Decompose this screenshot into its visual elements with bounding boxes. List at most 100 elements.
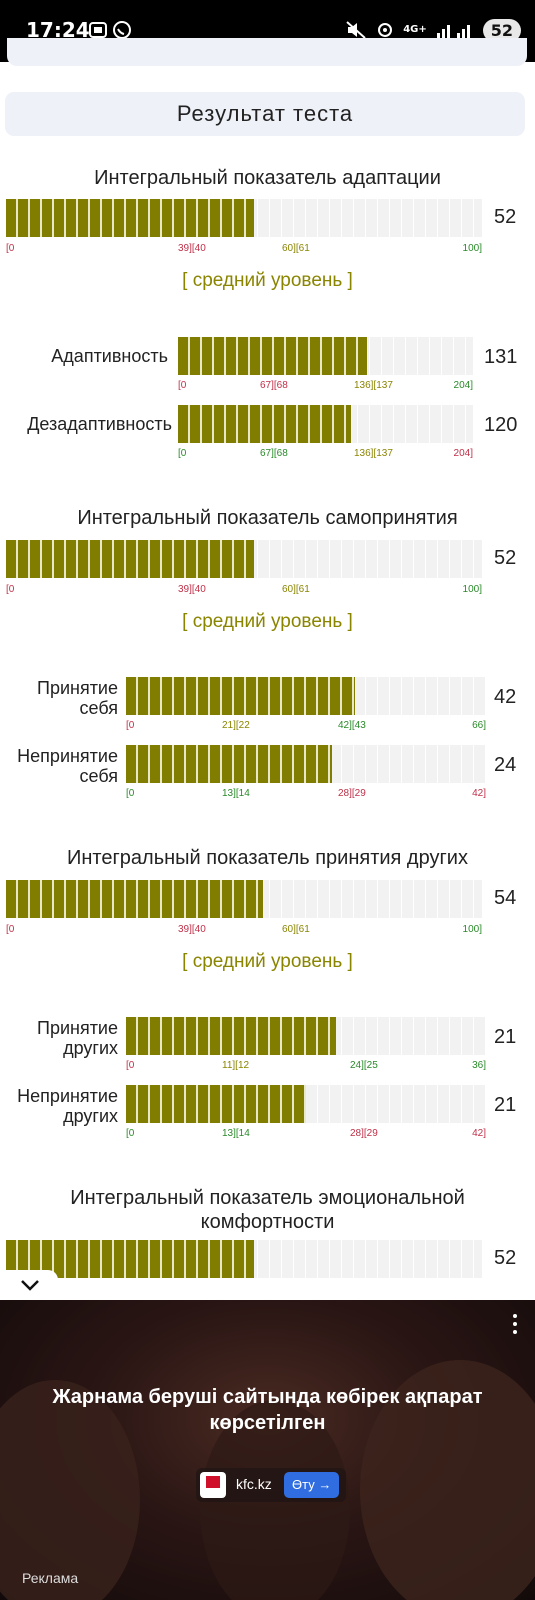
- subscale-bar-fill: [126, 677, 355, 715]
- main-bar-fill: [6, 540, 254, 578]
- cast-icon: [89, 21, 131, 39]
- more-options-icon[interactable]: [513, 1314, 517, 1338]
- section-title: Интегральный показатель эмоциональной ко…: [70, 1187, 465, 1233]
- scale-tick: 204]: [453, 448, 473, 459]
- scale-tick: 60][61: [282, 924, 310, 935]
- main-value: 52: [494, 547, 517, 569]
- subscale-scale: [0 67][68 136][137 204]: [178, 380, 473, 394]
- subscale-scale: [0 13][14 28][29 42]: [126, 788, 486, 802]
- subscale-value: 120: [484, 414, 518, 436]
- ad-go-button[interactable]: Өту →: [284, 1472, 340, 1498]
- main-value: 52: [494, 206, 517, 228]
- bar-scale: [0 39][40 60][61 100]: [6, 243, 482, 257]
- ad-label: Реклама: [22, 1570, 79, 1586]
- subscale-bar-fill: [126, 1017, 336, 1055]
- main-bar-fill: [6, 199, 254, 237]
- scale-tick: 42]: [472, 1128, 486, 1139]
- section-title: Интегральный показатель самопринятия: [77, 507, 458, 529]
- ad-cta[interactable]: kfc.kz Өту →: [196, 1468, 346, 1502]
- battery-indicator: 52: [482, 18, 521, 42]
- scale-tick: [0: [6, 584, 15, 595]
- chevron-down-icon: [21, 1280, 39, 1291]
- scale-tick: 13][14: [222, 1128, 250, 1139]
- scale-tick: 39][40: [178, 924, 206, 935]
- bar-scale: [0 39][40 60][61 100]: [6, 584, 482, 598]
- scale-tick: 67][68: [260, 448, 288, 459]
- scale-tick: [0: [126, 720, 135, 731]
- subscale-label: Непринятие других: [17, 1086, 118, 1126]
- scale-tick: 39][40: [178, 243, 206, 254]
- subscale-bar: [178, 337, 473, 375]
- main-value: 54: [494, 887, 517, 909]
- subscale-bar-fill: [126, 745, 332, 783]
- result-header: Результат теста: [5, 92, 525, 136]
- scale-tick: 136][137: [354, 448, 393, 459]
- subscale-value: 131: [484, 346, 518, 368]
- subscale-value: 42: [494, 686, 517, 708]
- subscale-scale: [0 13][14 28][29 42]: [126, 1128, 486, 1142]
- scale-tick: 204]: [453, 380, 473, 391]
- scale-tick: 136][137: [354, 380, 393, 391]
- subscale-value: 21: [494, 1026, 517, 1048]
- ad-domain: kfc.kz: [236, 1476, 272, 1492]
- scale-tick: 100]: [462, 924, 482, 935]
- main-bar: [6, 1240, 482, 1278]
- ad-banner[interactable]: Жарнама беруші сайтында көбірек ақпарат …: [0, 1300, 535, 1600]
- subscale-bar-fill: [126, 1085, 306, 1123]
- scale-tick: 24][25: [350, 1060, 378, 1071]
- subscale-scale: [0 67][68 136][137 204]: [178, 448, 473, 462]
- main-bar: [6, 540, 482, 578]
- ad-text: Жарнама беруші сайтында көбірек ақпарат …: [52, 1386, 483, 1434]
- scale-tick: 100]: [462, 584, 482, 595]
- subscale-label: Принятие других: [37, 1018, 118, 1058]
- subscale-bar: [126, 745, 486, 783]
- kfc-logo-icon: [200, 1472, 226, 1498]
- level-text: [ средний уровень ]: [182, 951, 353, 972]
- section-title: Интегральный показатель принятия других: [67, 847, 468, 869]
- subscale-value: 24: [494, 754, 517, 776]
- scale-tick: [0: [178, 448, 187, 459]
- ad-image-figure: [0, 1380, 140, 1600]
- subscale-label: Принятие себя: [37, 678, 118, 718]
- signal-icon: [436, 25, 470, 38]
- scale-tick: [0: [178, 380, 187, 391]
- scale-tick: [0: [126, 1128, 135, 1139]
- subscale-scale: [0 11][12 24][25 36]: [126, 1060, 486, 1074]
- bar-scale: [0 39][40 60][61 100]: [6, 924, 482, 938]
- scale-tick: 100]: [462, 243, 482, 254]
- subscale-bar: [126, 1017, 486, 1055]
- hotspot-icon: [378, 23, 393, 37]
- subscale-bar: [178, 405, 473, 443]
- scale-tick: 42][43: [338, 720, 366, 731]
- scale-tick: 28][29: [338, 788, 366, 799]
- level-text: [ средний уровень ]: [182, 611, 353, 632]
- main-value: 52: [494, 1247, 517, 1269]
- scale-tick: [0: [6, 924, 15, 935]
- scale-tick: 28][29: [350, 1128, 378, 1139]
- main-bar-fill: [6, 880, 264, 918]
- section-title: Интегральный показатель адаптации: [94, 167, 441, 189]
- scale-tick: 21][22: [222, 720, 250, 731]
- mute-icon: [346, 21, 366, 39]
- ad-collapse-button[interactable]: [2, 1270, 58, 1300]
- scale-tick: 39][40: [178, 584, 206, 595]
- subscale-bar-fill: [178, 405, 352, 443]
- main-bar: [6, 880, 482, 918]
- scale-tick: [0: [126, 1060, 135, 1071]
- scale-tick: [0: [126, 788, 135, 799]
- subscale-label: Непринятие себя: [17, 746, 118, 786]
- scale-tick: 36]: [472, 1060, 486, 1071]
- scale-tick: 60][61: [282, 584, 310, 595]
- previous-card: [7, 38, 527, 66]
- subscale-bar-fill: [178, 337, 368, 375]
- subscale-bar: [126, 677, 486, 715]
- network-type: 4G+: [403, 24, 427, 35]
- scale-tick: 11][12: [222, 1060, 250, 1071]
- scale-tick: 66]: [472, 720, 486, 731]
- scale-tick: 67][68: [260, 380, 288, 391]
- level-text: [ средний уровень ]: [182, 270, 353, 291]
- subscale-value: 21: [494, 1094, 517, 1116]
- scale-tick: 13][14: [222, 788, 250, 799]
- subscale-scale: [0 21][22 42][43 66]: [126, 720, 486, 734]
- subscale-label: Адаптивность: [51, 346, 168, 366]
